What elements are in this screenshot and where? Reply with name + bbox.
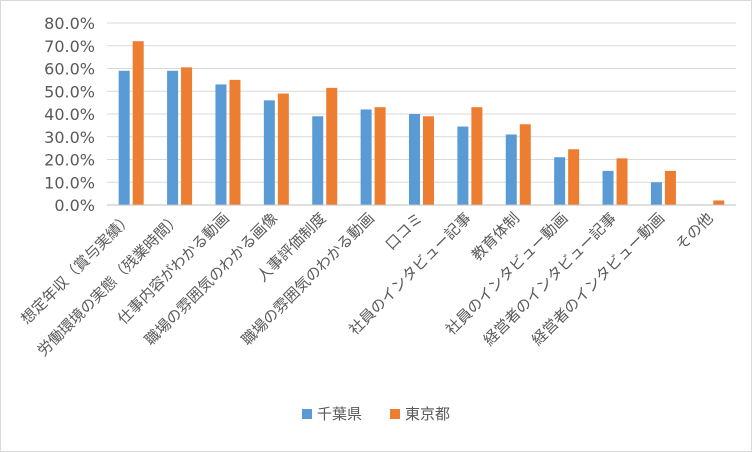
y-tick-label: 50.0% <box>44 82 95 101</box>
gridlines <box>107 22 736 183</box>
category-labels: 想定年収（賞与実績）労働環境の実態（残業時間）仕事内容がわかる動画職場の雰囲気の… <box>17 209 716 360</box>
bar-tokyo <box>132 41 144 206</box>
bar-tokyo <box>471 107 483 205</box>
y-tick-label: 40.0% <box>44 105 95 124</box>
category-label: その他 <box>672 209 717 254</box>
bar-chiba <box>457 126 469 205</box>
bar-chiba <box>215 84 227 205</box>
bar-chiba <box>167 70 179 206</box>
bar-tokyo <box>664 170 676 205</box>
legend-swatch-tokyo <box>390 409 400 419</box>
y-tick-label: 60.0% <box>44 60 95 79</box>
bar-chiba <box>650 182 662 205</box>
y-tick-label: 20.0% <box>44 151 95 170</box>
bar-tokyo <box>519 124 531 205</box>
y-tick-label: 80.0% <box>44 14 95 33</box>
legend-swatch-chiba <box>302 409 312 419</box>
bar-chiba <box>312 116 324 205</box>
bar-chiba <box>360 109 372 205</box>
y-tick-label: 10.0% <box>44 173 95 192</box>
bar-chiba <box>263 100 275 205</box>
legend-label-tokyo: 東京都 <box>405 405 450 423</box>
y-tick-label: 0.0% <box>54 196 95 215</box>
bar-chiba <box>505 134 517 205</box>
bar-tokyo <box>326 87 338 205</box>
bar-chiba <box>602 170 614 205</box>
bar-tokyo <box>277 93 289 205</box>
y-tick-label: 70.0% <box>44 37 95 56</box>
category-label: 口コミ <box>382 209 427 254</box>
y-tick-label: 30.0% <box>44 128 95 147</box>
bar-tokyo <box>374 107 386 205</box>
bar-tokyo <box>616 158 628 205</box>
bar-tokyo <box>713 200 725 205</box>
y-axis-ticks: 0.0% 10.0% 20.0% 30.0% 40.0% 50.0% 60.0% 70.0% 8… <box>44 14 95 215</box>
bars <box>118 41 725 206</box>
bar-chiba <box>409 114 420 205</box>
bar-chiba <box>554 157 566 205</box>
bar-tokyo <box>181 67 193 205</box>
legend-label-chiba: 千葉県 <box>317 405 362 423</box>
bar-tokyo <box>229 79 241 205</box>
bar-chiba <box>118 70 130 206</box>
bar-tokyo <box>568 149 580 205</box>
legend: 千葉県 東京都 <box>302 405 450 423</box>
bar-tokyo <box>423 116 434 205</box>
